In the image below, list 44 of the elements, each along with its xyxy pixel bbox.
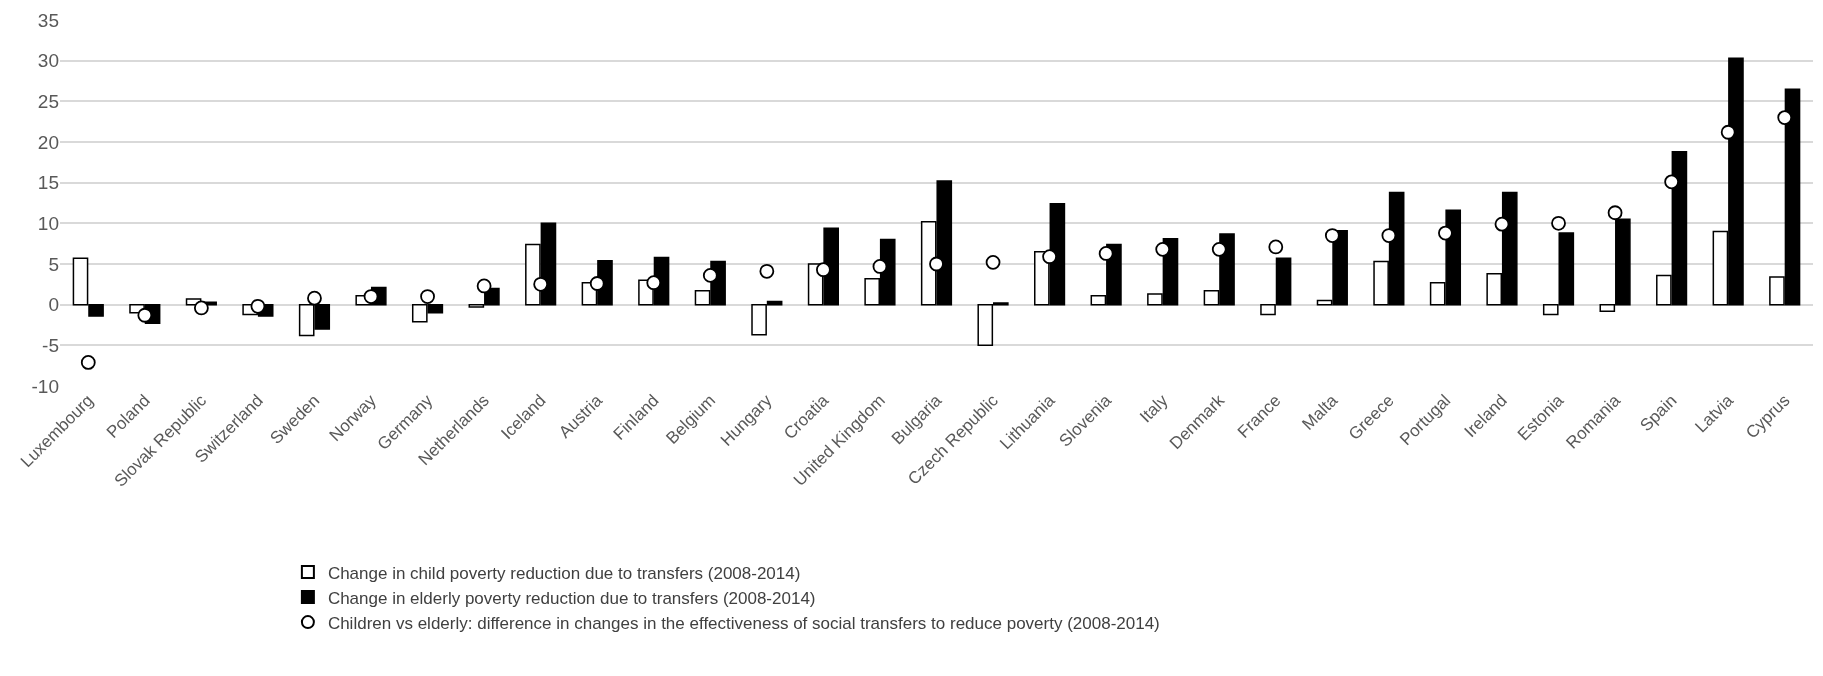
y-tick-label: -10 bbox=[31, 375, 59, 397]
point bbox=[1664, 174, 1680, 190]
legend-label: Change in elderly poverty reduction due to transfers (2008-2014) bbox=[327, 588, 816, 608]
y-tick-label: 5 bbox=[48, 253, 59, 275]
point bbox=[985, 254, 1001, 270]
point bbox=[1042, 249, 1057, 265]
point bbox=[1381, 228, 1397, 243]
y-tick-label: 30 bbox=[37, 50, 59, 72]
point bbox=[1438, 225, 1453, 241]
point bbox=[872, 259, 888, 274]
point bbox=[589, 276, 605, 291]
point bbox=[1211, 241, 1227, 257]
point bbox=[80, 355, 96, 370]
point bbox=[476, 278, 492, 294]
y-tick-label: 15 bbox=[37, 172, 59, 194]
point bbox=[816, 262, 831, 278]
point bbox=[420, 289, 435, 304]
point bbox=[1268, 239, 1284, 255]
point bbox=[533, 276, 549, 292]
legend-label: Children vs elderly: difference in changes in the effectiveness of social transfers to reduce poverty (2008-2014) bbox=[327, 613, 1160, 633]
y-tick-label: 25 bbox=[37, 90, 59, 112]
point bbox=[1777, 110, 1793, 125]
point bbox=[363, 289, 379, 304]
x-tick-label: Italy bbox=[1136, 390, 1172, 427]
point bbox=[137, 307, 153, 323]
point bbox=[702, 267, 718, 283]
point bbox=[1098, 246, 1114, 261]
point bbox=[1720, 124, 1736, 140]
point bbox=[1551, 215, 1566, 231]
y-tick-label: 0 bbox=[48, 294, 59, 316]
point bbox=[929, 256, 944, 272]
y-tick-label: 35 bbox=[37, 9, 59, 31]
y-tick-label: 20 bbox=[37, 131, 59, 153]
legend-label: Change in child poverty reduction due to transfers (2008-2014) bbox=[327, 563, 801, 583]
point bbox=[307, 290, 322, 306]
point bbox=[1324, 228, 1340, 243]
y-tick-label: -5 bbox=[42, 334, 59, 356]
y-tick-label: 10 bbox=[37, 212, 59, 234]
point bbox=[193, 300, 209, 316]
point bbox=[759, 263, 775, 279]
point bbox=[1494, 216, 1510, 232]
point bbox=[250, 298, 266, 314]
point bbox=[1155, 241, 1171, 257]
point bbox=[1607, 205, 1623, 221]
